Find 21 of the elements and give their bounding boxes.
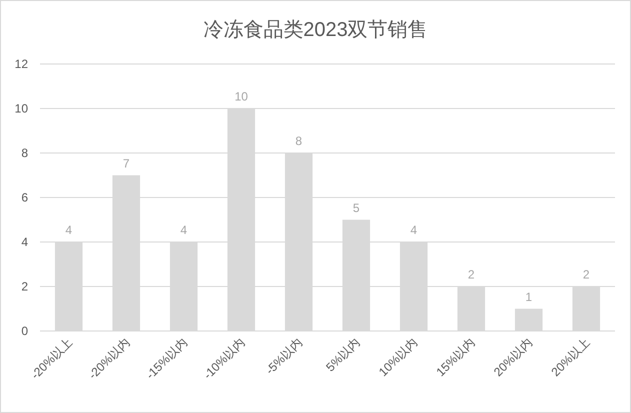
- x-tick-label: -5%以内: [262, 335, 305, 378]
- y-tick-label: 4: [21, 235, 28, 249]
- data-label: 5: [352, 200, 360, 215]
- x-tick-label: 5%以内: [323, 335, 362, 374]
- y-tick-label: 6: [21, 190, 28, 204]
- data-label: 8: [295, 134, 302, 148]
- data-label: 4: [410, 223, 418, 237]
- data-label: 2: [468, 268, 475, 282]
- data-label: 1: [525, 290, 532, 304]
- y-tick-label: 2: [21, 280, 28, 294]
- y-tick-label: 10: [14, 102, 28, 116]
- data-label: 7: [122, 156, 130, 170]
- bar: [514, 308, 543, 331]
- y-tick-label: 12: [14, 57, 28, 71]
- y-tick-label: 8: [21, 146, 28, 160]
- data-label: 2: [582, 268, 590, 282]
- data-label: 4: [180, 223, 188, 237]
- data-label: 10: [234, 90, 248, 104]
- data-label: 4: [65, 223, 72, 237]
- y-tick-label: 0: [21, 324, 28, 338]
- chart-title: 冷冻食品类2023双节销售: [203, 19, 428, 41]
